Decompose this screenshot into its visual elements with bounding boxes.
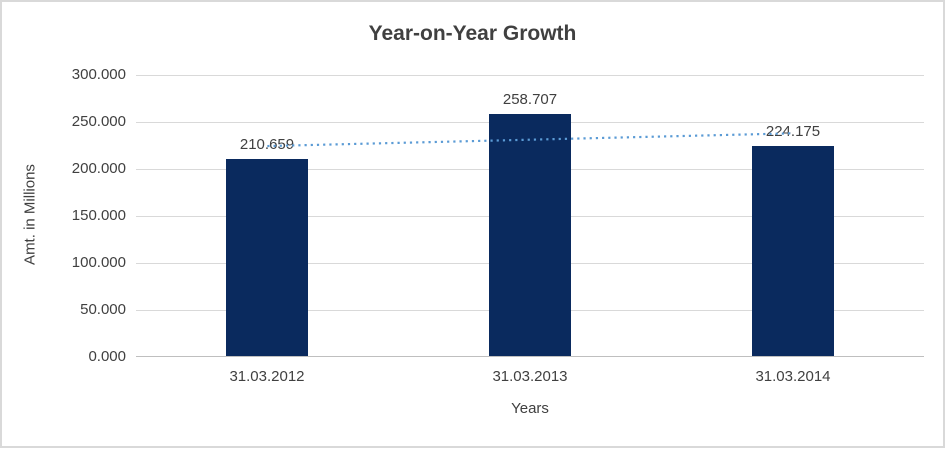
bar — [226, 159, 308, 356]
bar-data-label: 258.707 — [502, 91, 558, 108]
chart-title: Year-on-Year Growth — [368, 22, 577, 45]
y-tick-label: 150.000 — [71, 207, 126, 224]
trendline — [267, 132, 793, 148]
x-axis-line — [136, 356, 924, 357]
y-tick-label: 100.000 — [71, 254, 126, 271]
y-tick-label: 300.000 — [71, 66, 126, 83]
bar-data-label: 224.175 — [765, 123, 821, 140]
y-tick-label: 0.000 — [88, 348, 126, 365]
plot-area: 210.659 258.707 224.175 — [136, 75, 924, 357]
y-tick-label: 200.000 — [71, 160, 126, 177]
y-tick-label: 50.000 — [80, 301, 126, 318]
bar — [752, 146, 834, 356]
bar — [489, 114, 571, 356]
gridline — [136, 75, 924, 76]
x-tick-label: 31.03.2012 — [229, 368, 305, 385]
bar-data-label: 210.659 — [239, 136, 295, 153]
x-tick-label: 31.03.2014 — [755, 368, 831, 385]
y-tick-label: 250.000 — [71, 113, 126, 130]
x-axis-title: Years — [511, 400, 549, 417]
x-tick-label: 31.03.2013 — [492, 368, 568, 385]
